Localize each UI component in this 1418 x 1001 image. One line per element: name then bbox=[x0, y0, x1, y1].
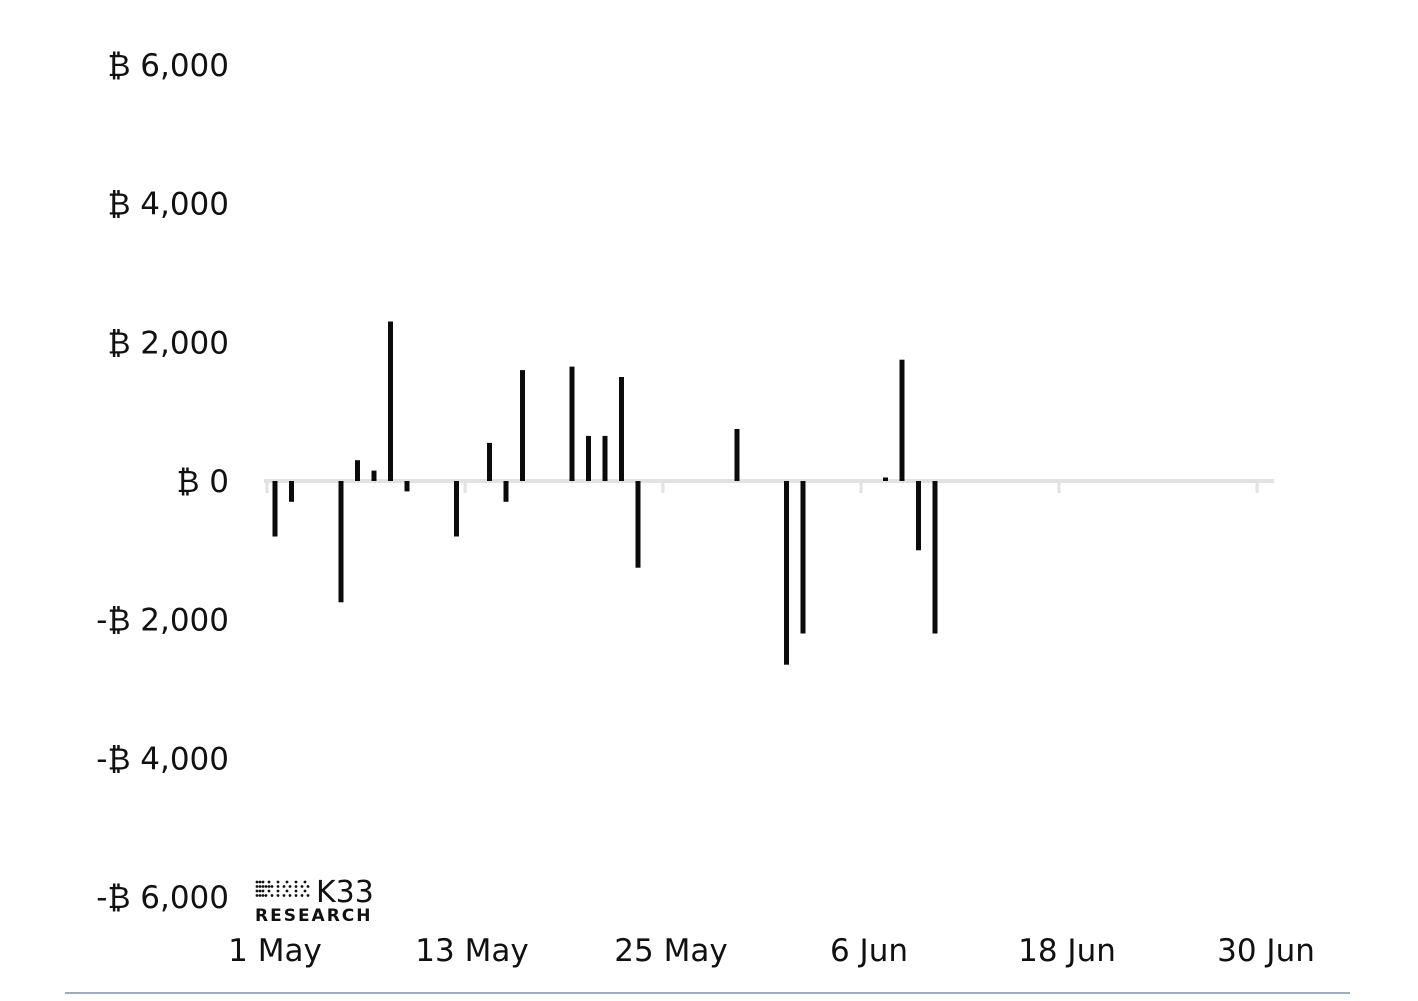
x-tick-label: 6 Jun bbox=[830, 933, 908, 969]
logo-dot bbox=[276, 885, 280, 888]
logo-dot bbox=[255, 885, 259, 888]
bar-21-may bbox=[602, 435, 608, 481]
logo-dot bbox=[264, 885, 268, 888]
bar-20-may bbox=[586, 435, 591, 481]
logo-dot bbox=[294, 894, 298, 897]
logo-dot bbox=[294, 880, 298, 884]
logo-research-text: RESEARCH bbox=[255, 906, 373, 926]
x-tick-label: 25 May bbox=[614, 933, 727, 969]
x-tick-label: 13 May bbox=[415, 933, 528, 969]
logo-dot bbox=[261, 889, 265, 893]
logo-dot bbox=[255, 889, 259, 893]
x-tick-mark bbox=[1255, 481, 1259, 493]
logo-dot bbox=[276, 894, 280, 897]
logo-dot bbox=[255, 880, 259, 884]
logo-dot bbox=[258, 894, 262, 897]
logo-dot bbox=[303, 880, 307, 884]
bar-23-may bbox=[635, 481, 641, 568]
bar-9-may bbox=[404, 481, 410, 492]
y-tick-label: -₿ 2,000 bbox=[96, 603, 229, 639]
logo-dot bbox=[306, 885, 310, 888]
x-axis-tick-labels: 1 May 13 May 25 May 6 Jun 18 Jun 30 Jun bbox=[228, 933, 1315, 969]
logo-dot bbox=[258, 880, 262, 884]
x-tick-mark bbox=[661, 481, 665, 493]
x-axis-tick-marks bbox=[265, 481, 1259, 493]
bar-7-jun bbox=[883, 477, 888, 481]
bar-8-jun bbox=[899, 359, 905, 481]
bar-2-jun bbox=[800, 481, 806, 634]
bar-10-jun bbox=[932, 481, 938, 634]
logo-dot bbox=[288, 885, 292, 888]
y-tick-label: ₿ 2,000 bbox=[107, 325, 229, 361]
logo-dot bbox=[261, 894, 265, 897]
logo-dot bbox=[267, 889, 271, 893]
logo-dot bbox=[264, 894, 268, 897]
bar-7-may bbox=[371, 470, 377, 481]
x-tick-mark bbox=[463, 481, 467, 493]
logo-dot bbox=[267, 885, 271, 888]
bar-1-jun bbox=[784, 481, 789, 665]
logo-dot bbox=[285, 889, 289, 893]
bar-1-may bbox=[272, 481, 278, 537]
y-tick-label: -₿ 4,000 bbox=[96, 741, 229, 777]
logo-dot bbox=[267, 880, 271, 884]
logo-dot bbox=[276, 880, 280, 884]
logo-dot bbox=[276, 889, 280, 893]
k33-research-logo: K33 RESEARCH bbox=[255, 875, 374, 926]
logo-dot bbox=[288, 894, 292, 897]
bar-22-may bbox=[619, 377, 624, 481]
logo-dot bbox=[300, 885, 304, 888]
bar-16-may bbox=[520, 370, 525, 481]
bar-5-may bbox=[338, 481, 344, 603]
k33-logo-mark-icon bbox=[255, 880, 310, 897]
logo-dot bbox=[270, 894, 274, 897]
y-tick-label: ₿ 0 bbox=[176, 464, 229, 500]
x-tick-label: 18 Jun bbox=[1018, 933, 1116, 969]
x-tick-label: 1 May bbox=[228, 933, 322, 969]
y-axis-tick-labels: ₿ 6,000 ₿ 4,000 ₿ 2,000 ₿ 0 -₿ 2,000 -₿ 4,000… bbox=[96, 48, 229, 916]
bar-6-may bbox=[355, 460, 360, 481]
x-tick-mark bbox=[859, 481, 863, 493]
bar-12-may bbox=[454, 481, 459, 537]
logo-dot bbox=[294, 885, 298, 888]
logo-dot bbox=[285, 880, 289, 884]
y-tick-label: ₿ 4,000 bbox=[107, 187, 229, 223]
bar-series bbox=[272, 321, 938, 665]
y-tick-label: -₿ 6,000 bbox=[96, 880, 229, 916]
bar-9-jun bbox=[916, 481, 921, 551]
x-tick-mark bbox=[265, 481, 269, 493]
logo-dot bbox=[258, 885, 262, 888]
logo-dot bbox=[300, 894, 304, 897]
logo-dot bbox=[303, 889, 307, 893]
bar-29-may bbox=[734, 429, 740, 481]
bar-14-may bbox=[487, 442, 492, 481]
logo-dot bbox=[258, 889, 262, 893]
x-tick-mark bbox=[1057, 481, 1061, 493]
logo-dot bbox=[294, 889, 298, 893]
logo-dot bbox=[255, 894, 259, 897]
bar-15-may bbox=[503, 481, 509, 502]
logo-dot bbox=[282, 894, 286, 897]
logo-dot bbox=[261, 880, 265, 884]
logo-k33-text: K33 bbox=[316, 875, 374, 910]
logo-dot bbox=[306, 894, 310, 897]
logo-dot bbox=[261, 885, 265, 888]
x-tick-label: 30 Jun bbox=[1217, 933, 1315, 969]
logo-dot bbox=[270, 885, 274, 888]
y-tick-label: ₿ 6,000 bbox=[107, 48, 229, 84]
bar-19-may bbox=[569, 366, 575, 481]
bar-8-may bbox=[388, 321, 393, 481]
logo-dot bbox=[282, 885, 286, 888]
bar-2-may bbox=[289, 481, 294, 502]
